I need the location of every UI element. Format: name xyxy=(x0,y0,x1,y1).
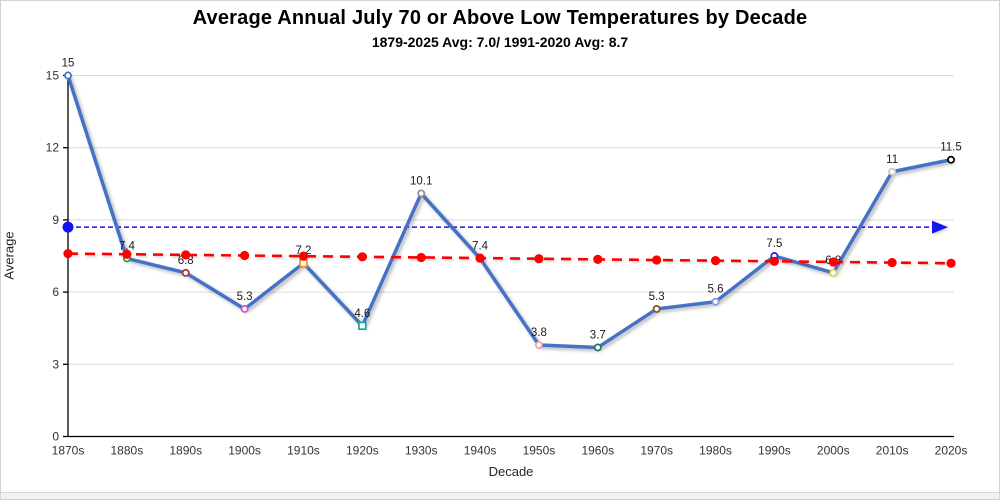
trend-point-1900s xyxy=(240,250,250,261)
trend-point-1950s xyxy=(534,254,544,264)
trend-point-1870s xyxy=(63,248,73,259)
reference-start-dot xyxy=(62,221,74,233)
y-tick-label: 9 xyxy=(52,213,59,227)
data-label-1920s: 4.6 xyxy=(354,308,370,320)
trend-point-2010s xyxy=(887,257,897,268)
x-tick-label: 2020s xyxy=(935,444,968,458)
x-tick-label: 1910s xyxy=(287,444,320,458)
trend-point-2020s xyxy=(946,258,956,268)
data-label-1930s: 10.1 xyxy=(410,175,432,187)
data-point-marker-1970s xyxy=(652,304,661,313)
data-label-1990s: 7.5 xyxy=(766,238,782,250)
trend-point-1980s xyxy=(710,256,721,266)
data-point-marker-1890s xyxy=(181,268,190,277)
y-tick-label: 3 xyxy=(52,357,59,371)
y-tick-label: 0 xyxy=(52,430,59,444)
trend-line xyxy=(67,252,952,265)
data-label-1870s: 15 xyxy=(62,58,75,70)
trend-point-1960s xyxy=(593,254,603,264)
data-point-marker-1920s xyxy=(358,321,367,331)
data-label-1950s: 3.8 xyxy=(531,327,547,339)
y-tick-label: 12 xyxy=(46,141,60,155)
x-tick-label: 1930s xyxy=(405,444,438,458)
data-label-1940s: 7.4 xyxy=(472,240,489,252)
data-label-2020s: 11.5 xyxy=(940,142,962,154)
x-axis-title: Decade xyxy=(488,464,534,479)
x-tick-label: 1970s xyxy=(640,444,673,458)
data-label-1960s: 3.7 xyxy=(590,329,606,341)
trend-point-1990s xyxy=(769,256,780,266)
x-tick-label: 1880s xyxy=(111,444,144,458)
reference-arrow xyxy=(932,220,948,234)
data-label-1900s: 5.3 xyxy=(237,291,253,303)
data-point-marker-2000s xyxy=(829,268,838,277)
trend-point-1880s xyxy=(122,249,132,259)
data-point-marker-1950s xyxy=(534,341,543,349)
x-tick-label: 1870s xyxy=(52,444,85,458)
chart-title: Average Annual July 70 or Above Low Temp… xyxy=(192,7,808,29)
data-point-marker-1980s xyxy=(711,297,720,306)
y-tick-label: 6 xyxy=(52,285,59,299)
trend-point-2000s xyxy=(828,257,838,267)
trend-point-1920s xyxy=(357,252,367,262)
data-point-marker-1960s xyxy=(593,343,602,352)
data-point-marker-1910s xyxy=(299,258,308,268)
data-point-marker-2010s xyxy=(888,167,897,176)
trend-point-1890s xyxy=(181,250,191,260)
trend-point-1970s xyxy=(652,255,662,265)
series-line xyxy=(66,73,953,350)
x-tick-label: 1940s xyxy=(464,444,497,458)
y-tick-label: 15 xyxy=(46,69,60,83)
data-point-marker-1930s xyxy=(417,189,426,198)
data-point-marker-2020s xyxy=(947,155,955,164)
x-tick-label: 1920s xyxy=(346,444,379,458)
data-label-1980s: 5.6 xyxy=(708,284,724,296)
chart-subtitle: 1879-2025 Avg: 7.0/ 1991-2020 Avg: 8.7 xyxy=(371,34,629,50)
window-edge-strip xyxy=(1,492,999,499)
x-tick-label: 2000s xyxy=(817,444,850,458)
x-tick-label: 1980s xyxy=(699,444,732,458)
trend-point-1930s xyxy=(416,252,426,263)
x-tick-label: 1990s xyxy=(758,444,791,458)
data-label-1890s: 6.8 xyxy=(178,255,194,267)
trend-point-1910s xyxy=(298,251,309,261)
data-label-1880s: 7.4 xyxy=(119,240,136,252)
x-tick-label: 1900s xyxy=(228,444,261,458)
trend-point-1940s xyxy=(475,253,485,263)
data-label-2010s: 11 xyxy=(886,154,898,166)
y-axis-title: Average xyxy=(1,231,17,280)
x-tick-label: 1950s xyxy=(523,444,556,458)
data-point-marker-1870s xyxy=(64,71,72,80)
data-label-1970s: 5.3 xyxy=(649,291,665,303)
x-tick-label: 2010s xyxy=(876,444,909,458)
data-point-marker-1900s xyxy=(240,304,249,313)
x-tick-label: 1890s xyxy=(169,444,202,458)
x-tick-label: 1960s xyxy=(581,444,614,458)
